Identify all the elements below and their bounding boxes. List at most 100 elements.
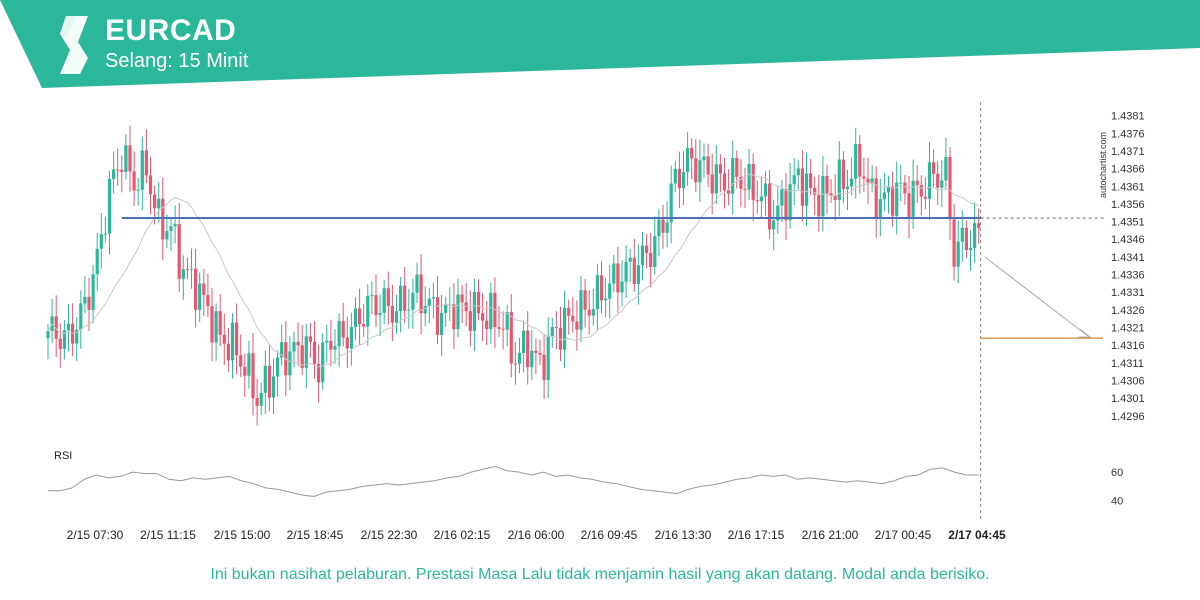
- candle-body: [628, 257, 632, 262]
- forecast-arrow-line: [984, 256, 1089, 337]
- candle-body: [973, 223, 977, 249]
- autochartist-logo-icon: [60, 16, 88, 74]
- candle-body: [895, 182, 899, 216]
- candle-body: [280, 342, 284, 358]
- candle-body: [259, 392, 263, 406]
- y-tick-label: 1.4311: [1111, 358, 1144, 370]
- y-tick-label: 1.4356: [1111, 199, 1145, 211]
- candle-body: [386, 288, 390, 306]
- x-tick-label: 2/16 17:15: [728, 528, 785, 542]
- candle-body: [522, 330, 526, 353]
- candle-body: [645, 245, 649, 253]
- candle-body: [185, 269, 189, 271]
- candle-body: [83, 296, 87, 304]
- candle-body: [276, 357, 280, 377]
- candle-body: [956, 241, 960, 267]
- rsi-line: [48, 465, 979, 497]
- candle-body: [690, 147, 694, 159]
- y-tick-label: 1.4316: [1111, 340, 1145, 352]
- candle-body: [948, 157, 952, 220]
- candle-body: [513, 363, 517, 365]
- candle-body: [403, 285, 407, 311]
- candle-body: [501, 328, 505, 330]
- candle-body: [177, 223, 181, 279]
- candle-body: [636, 265, 640, 285]
- candle-body: [407, 309, 411, 311]
- candle-body: [415, 274, 419, 293]
- candle-body: [394, 311, 399, 323]
- candle-body: [739, 176, 743, 189]
- candle-body: [440, 312, 444, 336]
- candle-body: [362, 324, 366, 327]
- candle-body: [669, 183, 673, 223]
- candle-body: [189, 268, 194, 270]
- moving-average-line: [47, 173, 979, 368]
- candle-body: [850, 178, 854, 187]
- candle-body: [579, 290, 583, 330]
- candle-body: [624, 261, 628, 282]
- candle-body: [210, 306, 214, 343]
- candle-body: [173, 223, 177, 227]
- candle-body: [366, 295, 370, 327]
- candle-body: [431, 297, 435, 299]
- candle-body: [907, 193, 911, 217]
- candle-body: [337, 321, 341, 347]
- candle-body: [370, 295, 374, 297]
- candle-body: [763, 183, 768, 197]
- candle-body: [817, 194, 821, 217]
- candle-body: [481, 313, 485, 321]
- candle-body: [698, 160, 702, 183]
- candle-body: [341, 321, 345, 338]
- candle-body: [267, 365, 271, 398]
- candle-body: [538, 352, 542, 355]
- x-tick-label: 2/16 09:45: [581, 528, 638, 542]
- candle-body: [497, 327, 501, 329]
- rsi-label: RSI: [54, 450, 72, 462]
- candle-body: [911, 180, 915, 217]
- candle-body: [768, 183, 772, 230]
- candle-body: [452, 304, 456, 330]
- candle-body: [747, 163, 751, 190]
- disclaimer-text: Ini bukan nasihat pelaburan. Prestasi Ma…: [210, 566, 990, 583]
- candle-body: [919, 184, 923, 197]
- candle-body: [120, 169, 124, 173]
- candle-body: [780, 189, 784, 206]
- forecast-arrow-head: [1078, 328, 1092, 338]
- candle-body: [472, 291, 476, 331]
- candle-body: [79, 303, 83, 330]
- candle-body: [550, 327, 554, 337]
- candle-body: [226, 343, 230, 361]
- candle-body: [382, 288, 386, 313]
- candle-body: [91, 274, 95, 310]
- candle-body: [136, 189, 140, 191]
- candle-body: [583, 290, 587, 310]
- candle-body: [825, 175, 829, 194]
- candle-body: [899, 182, 903, 184]
- candle-body: [317, 363, 321, 383]
- candle-body: [411, 292, 415, 310]
- candle-body: [321, 342, 325, 383]
- candle-body: [358, 308, 362, 325]
- candle-body: [54, 316, 58, 339]
- candle-body: [112, 169, 116, 179]
- y-tick-label: 1.4336: [1111, 270, 1145, 282]
- candle-body: [202, 283, 206, 295]
- candle-body: [399, 285, 403, 312]
- candle-body: [390, 305, 394, 323]
- candle-body: [87, 296, 91, 310]
- candle-body: [534, 350, 538, 353]
- candle-body: [132, 171, 136, 191]
- candle-body: [776, 205, 780, 221]
- candle-body: [353, 308, 358, 328]
- candle-body: [66, 323, 71, 331]
- candle-body: [940, 180, 944, 188]
- y-tick-label: 1.4376: [1111, 128, 1145, 140]
- candle-body: [735, 158, 739, 177]
- candle-body: [243, 366, 247, 376]
- candle-body: [657, 219, 661, 237]
- candle-body: [714, 164, 718, 194]
- header-banner: [0, 0, 1200, 88]
- candle-body: [923, 196, 927, 199]
- candle-body: [796, 168, 800, 176]
- candle-body: [181, 269, 185, 279]
